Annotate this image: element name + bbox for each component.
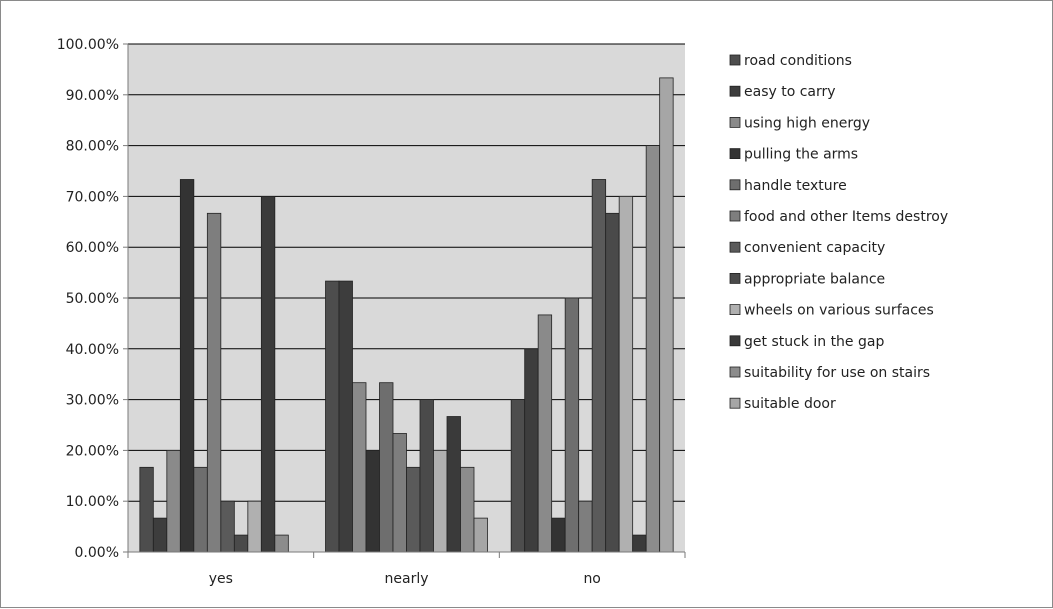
y-tick-label: 10.00% (66, 494, 119, 510)
legend-label: easy to carry (744, 84, 836, 100)
bar (659, 77, 674, 553)
legend-label: handle texture (744, 178, 847, 194)
bar (365, 449, 380, 553)
legend-swatch (729, 148, 741, 160)
y-tick-label: 90.00% (66, 88, 119, 104)
legend-label: suitable door (744, 396, 836, 412)
legend: road conditions easy to carry using high e… (729, 53, 948, 412)
bar (206, 212, 222, 553)
y-tick-label: 20.00% (66, 443, 119, 459)
y-tick-label: 30.00% (66, 393, 119, 409)
legend-swatch (729, 85, 741, 97)
legend-swatch (729, 304, 741, 316)
legend-label: convenient capacity (744, 240, 885, 256)
legend-label: road conditions (744, 53, 852, 69)
legend-swatch (729, 335, 741, 347)
bar (247, 500, 262, 553)
bar (352, 382, 367, 553)
y-tick-label: 70.00% (66, 189, 119, 205)
y-tick-label: 60.00% (66, 240, 119, 256)
axes: 0.00% 10.00% 20.00% 30.00% 40.00% 50.00% 60.00… (57, 37, 686, 587)
bar (645, 145, 661, 553)
x-category-label: nearly (385, 571, 429, 587)
legend-label: food and other Items destroy (744, 209, 948, 225)
bar (537, 314, 553, 553)
bar (419, 399, 434, 553)
bar (139, 466, 154, 553)
legend-swatch (729, 117, 741, 128)
x-category-label: yes (209, 571, 233, 587)
bar (406, 466, 421, 553)
bar (473, 517, 488, 553)
bar (551, 517, 566, 553)
bar (193, 466, 208, 553)
bar (179, 179, 195, 553)
bars (139, 77, 674, 553)
y-tick-label: 80.00% (66, 139, 119, 155)
bar (220, 500, 235, 553)
bar (446, 416, 461, 553)
legend-swatch (729, 272, 741, 284)
y-tick-label: 50.00% (66, 291, 119, 307)
bar (338, 280, 353, 553)
legend-label: suitability for use on stairs (744, 365, 930, 381)
bar (591, 179, 607, 553)
bar (379, 382, 394, 553)
y-tick-label: 0.00% (75, 545, 119, 561)
bar (632, 534, 647, 553)
bar (166, 449, 181, 553)
legend-label: wheels on various surfaces (744, 303, 934, 319)
bar (564, 297, 580, 553)
legend-label: pulling the arms (744, 147, 858, 163)
legend-swatch (729, 241, 741, 253)
legend-swatch (729, 366, 741, 378)
bar (510, 399, 526, 553)
y-tick-label: 40.00% (66, 342, 119, 358)
bar (618, 195, 634, 553)
y-tick-label: 100.00% (57, 37, 119, 53)
bar (260, 195, 276, 553)
bar (325, 280, 340, 553)
legend-label: appropriate balance (744, 271, 885, 287)
bar (578, 500, 593, 553)
legend-swatch (729, 179, 741, 191)
bar (460, 466, 475, 553)
legend-label: using high energy (744, 115, 870, 131)
legend-swatch (729, 397, 741, 409)
bar (392, 433, 407, 553)
bar (152, 517, 168, 553)
bar (233, 534, 249, 553)
bar (433, 449, 448, 553)
x-category-label: no (583, 571, 600, 587)
bar (274, 534, 289, 553)
legend-swatch (729, 210, 741, 222)
legend-label: get stuck in the gap (744, 334, 884, 350)
bar (524, 348, 539, 553)
legend-swatch (729, 54, 741, 66)
bar (605, 212, 620, 553)
